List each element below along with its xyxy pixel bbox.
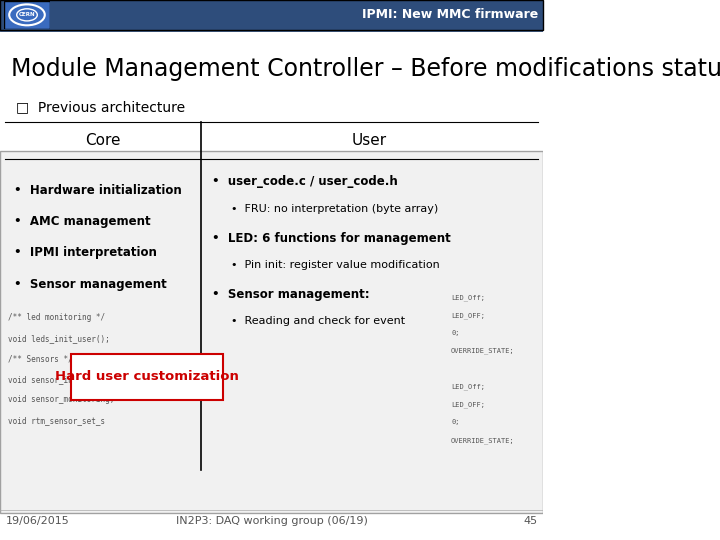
Text: •  Sensor management: • Sensor management bbox=[14, 278, 166, 291]
Text: 45: 45 bbox=[524, 516, 538, 526]
Text: Core: Core bbox=[86, 133, 121, 148]
Text: CERN: CERN bbox=[19, 12, 35, 17]
Text: IN2P3: DAQ working group (06/19): IN2P3: DAQ working group (06/19) bbox=[176, 516, 368, 526]
Text: •  Hardware initialization: • Hardware initialization bbox=[14, 184, 181, 197]
Text: •  LED: 6 functions for management: • LED: 6 functions for management bbox=[212, 232, 451, 245]
Text: •  IPMI interpretation: • IPMI interpretation bbox=[14, 246, 156, 259]
Text: IPMI: New MMC firmware: IPMI: New MMC firmware bbox=[361, 8, 538, 22]
Text: Module Management Controller – Before modifications status: Module Management Controller – Before mo… bbox=[11, 57, 720, 80]
Text: □  Previous architecture: □ Previous architecture bbox=[17, 100, 186, 114]
Text: void rtm_sensor_set_s: void rtm_sensor_set_s bbox=[8, 416, 105, 425]
Text: void leds_init_user();: void leds_init_user(); bbox=[8, 334, 110, 343]
Text: •  FRU: no interpretation (byte array): • FRU: no interpretation (byte array) bbox=[231, 204, 438, 214]
Text: •  AMC management: • AMC management bbox=[14, 215, 150, 228]
Text: User: User bbox=[352, 133, 387, 148]
Text: •  Pin init: register value modification: • Pin init: register value modification bbox=[231, 260, 440, 270]
FancyBboxPatch shape bbox=[71, 354, 222, 400]
Text: /** led monitoring */: /** led monitoring */ bbox=[8, 313, 105, 322]
Text: void sensor_monitoring;: void sensor_monitoring; bbox=[8, 395, 114, 404]
Text: 0;: 0; bbox=[451, 419, 459, 425]
Text: LED_Off;: LED_Off; bbox=[451, 383, 485, 390]
Text: /** Sensors */: /** Sensors */ bbox=[8, 354, 73, 363]
FancyBboxPatch shape bbox=[4, 1, 50, 29]
Text: 19/06/2015: 19/06/2015 bbox=[6, 516, 69, 526]
Text: •  user_code.c / user_code.h: • user_code.c / user_code.h bbox=[212, 176, 397, 188]
Text: LED_OFF;: LED_OFF; bbox=[451, 401, 485, 408]
Text: OVERRIDE_STATE;: OVERRIDE_STATE; bbox=[451, 348, 515, 354]
Text: LED_Off;: LED_Off; bbox=[451, 294, 485, 301]
Text: 0;: 0; bbox=[451, 330, 459, 336]
Text: •  Sensor management:: • Sensor management: bbox=[212, 288, 369, 301]
Text: •  Reading and check for event: • Reading and check for event bbox=[231, 316, 405, 326]
Text: Hard user customization: Hard user customization bbox=[55, 370, 238, 383]
Text: void sensor_init_user();: void sensor_init_user(); bbox=[8, 375, 119, 384]
FancyBboxPatch shape bbox=[0, 151, 544, 513]
Text: LED_OFF;: LED_OFF; bbox=[451, 312, 485, 319]
FancyBboxPatch shape bbox=[0, 0, 544, 30]
Text: OVERRIDE_STATE;: OVERRIDE_STATE; bbox=[451, 437, 515, 443]
